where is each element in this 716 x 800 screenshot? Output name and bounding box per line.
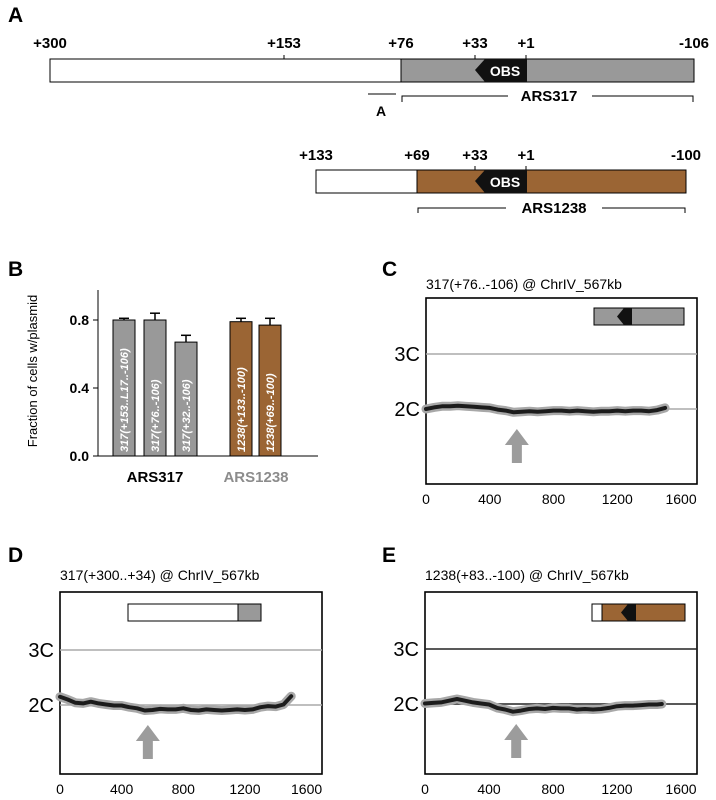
map1-pos-76: +76 [388,35,413,52]
chart-d-title: 317(+300..+34) @ ChrIV_567kb [60,567,260,583]
line-chart-d: 3C 2C 0 400 800 1200 1600 [28,591,323,797]
level-3c-label: 3C [28,640,54,662]
panel-letter-b: B [8,258,23,281]
chart-c-construct-bar [593,307,685,326]
chart-d-construct [127,603,262,622]
x-tick-label: 800 [541,781,565,797]
map1-pos-minus106: -106 [679,35,709,52]
level-2c-label: 2C [393,694,419,716]
map2-brown-segment [416,169,687,194]
map2-pos-133: +133 [299,147,333,164]
level-2c-label: 2C [28,695,54,717]
chart-e-construct-brown [601,603,686,622]
map1-pos-1: +1 [517,35,534,52]
map2-bracket-label-bg [506,198,602,214]
map2-pos-1: +1 [517,147,534,164]
map2-obs-arrow [475,170,527,193]
x-tick-label: 1600 [291,781,322,797]
level-3c-label: 3C [393,639,419,661]
map2-ars1238-label: ARS1238 [521,200,586,217]
plot-frame [425,297,698,485]
map1-pos-153: +153 [267,35,301,52]
plot-frame [424,591,698,775]
line-chart-e: 3C 2C 0 400 800 1200 1600 [393,591,698,797]
chart-e-construct-white [591,603,603,622]
x-tick-label: 800 [172,781,196,797]
x-tick-label: 400 [477,781,501,797]
map2-pos-69: +69 [404,147,429,164]
x-tick-label: 1600 [665,491,696,507]
map1-pos-300: +300 [33,35,67,52]
map1-white-segment [49,58,402,83]
x-tick-label: 0 [422,491,430,507]
x-tick-label: 0 [56,781,64,797]
bar-chart-b: 0.0 0.4 0.8 Fraction of cells w/plasmid 317(… [25,290,318,486]
x-tick-label: 0 [421,781,429,797]
panel-letter-c: C [382,258,397,281]
plot-frame [59,591,323,775]
origin-arrow-icon [135,725,160,759]
bar-y-tick-label: 0.0 [70,448,90,464]
chart-e-construct [591,603,686,622]
line-chart-c: 3C 2C 0 400 800 1200 1600 [394,297,698,507]
chart-d-construct-white [127,603,239,622]
level-3c-label: 3C [394,344,420,366]
bar-category-label: 1238(+69..-100) [265,373,277,452]
panel-letter-d: D [8,544,23,567]
chart-c-construct [593,307,685,326]
map1-pos-33: +33 [462,35,487,52]
bar [174,341,198,457]
x-tick-label: 800 [542,491,566,507]
chart-c-title: 317(+76..-106) @ ChrIV_567kb [426,276,622,292]
bar [112,319,136,457]
bar-y-tick-label: 0.8 [70,312,90,328]
bar-category-label: 1238(+133..-100) [236,367,248,452]
bar-group-label: ARS1238 [223,469,288,486]
map2-pos-minus100: -100 [671,147,701,164]
chart-e-construct-obs [621,604,636,621]
map1-obs-arrow [475,59,527,82]
bar-category-label: 317(+32..-106) [181,379,193,452]
x-tick-label: 400 [110,781,134,797]
ars317-map: +300 +153 +76 +33 +1 -106 OBS A ARS317 [33,35,709,119]
trace-line [423,697,664,714]
ars1238-map: +133 +69 +33 +1 -100 OBS ARS1238 [299,147,701,217]
map1-grey-segment [400,58,695,83]
map2-obs-label: OBS [490,174,520,190]
origin-arrow-icon [504,724,529,758]
map2-pos-33: +33 [462,147,487,164]
panel-letter-e: E [382,544,396,567]
map1-a-label: A [376,103,386,119]
map1-ars317-label: ARS317 [521,88,578,105]
bar-y-axis-label: Fraction of cells w/plasmid [25,295,40,447]
bar [143,319,167,457]
x-tick-label: 1200 [601,781,632,797]
bar-category-label: 317(+76..-106) [150,379,162,452]
x-tick-label: 1200 [602,491,633,507]
level-2c-label: 2C [394,399,420,421]
trace-line [58,694,294,713]
x-tick-label: 1200 [229,781,260,797]
origin-arrow-icon [504,429,529,463]
bar-category-label: 317(+153..L17..-106) [119,348,131,452]
map1-obs-label: OBS [490,63,520,79]
chart-d-construct-grey [237,603,262,622]
chart-e-title: 1238(+83..-100) @ ChrIV_567kb [425,567,629,583]
chart-c-construct-obs [617,308,632,325]
map1-bracket-label-bg [508,86,592,102]
x-tick-label: 400 [478,491,502,507]
map2-white-segment [315,169,418,194]
panel-letter-a: A [8,4,23,27]
x-tick-label: 1600 [665,781,696,797]
bar-y-tick-label: 0.4 [70,380,90,396]
bar-group-label: ARS317 [127,469,184,486]
bar [258,324,282,457]
trace-line [424,403,668,415]
bar [229,321,253,457]
